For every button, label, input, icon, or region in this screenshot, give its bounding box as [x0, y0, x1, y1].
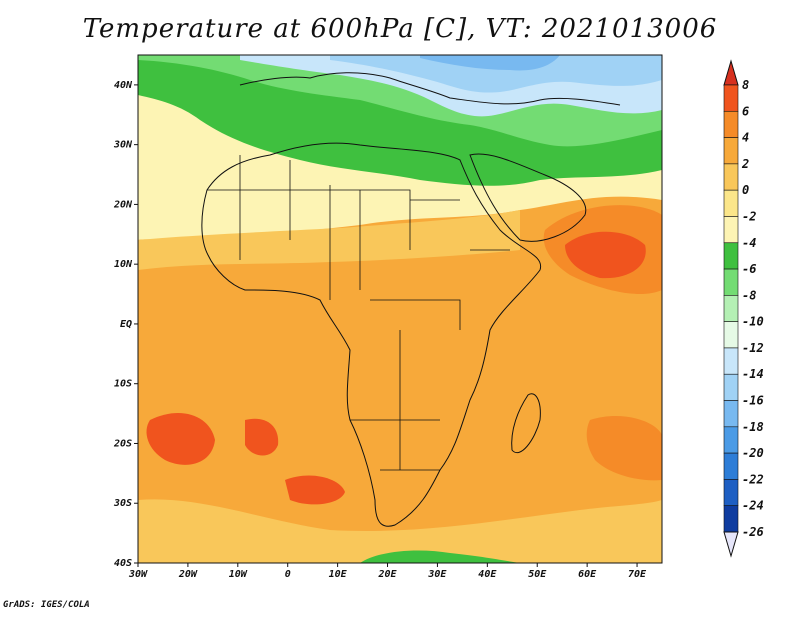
colorbar-label: -2 [742, 209, 756, 223]
colorbar-label: 4 [742, 131, 749, 145]
colorbar-box [723, 452, 739, 480]
colorbar-label: -20 [742, 446, 764, 460]
colorbar-label: -18 [742, 420, 764, 434]
africa-coastline [201, 142, 542, 527]
colorbar-box [723, 84, 739, 112]
colorbar-box [723, 373, 739, 401]
lat-tick-label: 40S [114, 558, 132, 569]
field-cold-blue-2 [330, 55, 662, 93]
colorbar-label: -22 [742, 472, 764, 486]
colorbar-label: -12 [742, 341, 764, 355]
lon-tick-label: 20E [377, 569, 397, 580]
colorbar-label: 2 [741, 157, 749, 171]
colorbar-box [723, 110, 739, 138]
colorbar-label: -4 [742, 236, 756, 250]
lon-tick-label: 40E [478, 569, 497, 580]
field-band-north-yellow [138, 210, 520, 270]
lat-tick-label: 30S [113, 498, 132, 509]
lon-tick-label: 0 [285, 569, 291, 580]
colorbar-label: -10 [742, 315, 764, 329]
arabia [469, 153, 587, 242]
map-frame [137, 54, 663, 564]
axis-ticks: 30W 20W 10W 0 10E 20E 30E 40E 50E 60E 70E 40N 30N 20N… [113, 80, 647, 580]
field-hot-se [586, 415, 662, 481]
field-hot-sw2 [245, 418, 279, 456]
lat-tick-label: EQ [120, 319, 132, 330]
colorbar-label: -8 [742, 288, 756, 302]
lon-tick-label: 10E [329, 569, 348, 580]
field-band-south-pale [138, 499, 662, 563]
colorbar-box [723, 321, 739, 349]
colorbar-label: -14 [742, 367, 764, 381]
lat-tick-label: 10S [114, 379, 132, 390]
colorbar-box [723, 163, 739, 191]
lat-tick-label: 20S [113, 438, 132, 449]
borders [207, 155, 510, 471]
colorbar-box [723, 216, 739, 244]
colorbar-box [723, 479, 739, 507]
colorbar-max-arrow [723, 59, 739, 86]
lon-tick-label: 50E [528, 569, 547, 580]
lon-tick-label: 10W [229, 569, 248, 580]
colorbar-label: -16 [742, 394, 764, 408]
colorbar-box [723, 426, 739, 454]
lon-tick-label: 70E [628, 569, 647, 580]
map-title: Temperature at 600hPa [C], VT: 202101300… [82, 14, 718, 44]
colorbar-box [723, 268, 739, 296]
lon-tick-label: 30W [128, 569, 148, 580]
colorbar-box [723, 295, 739, 322]
colorbar-box [723, 189, 739, 217]
lon-tick-label: 20W [178, 569, 198, 580]
lat-tick-label: 40N [114, 80, 133, 91]
field-hot-s [285, 475, 345, 505]
field-band-south-green [360, 550, 520, 563]
colorbar-label: -6 [742, 262, 756, 276]
colorbar-box [723, 137, 739, 165]
colorbar-box [723, 347, 739, 375]
europe-coast [239, 72, 621, 106]
colorbar-label: 0 [742, 183, 749, 197]
colorbar-label: -26 [742, 525, 764, 539]
colorbar-box [723, 505, 739, 533]
lat-tick-label: 30N [113, 140, 133, 151]
colorbar-label: 8 [742, 78, 749, 92]
field-hot-sw [146, 412, 215, 465]
field-cold-blue-3 [420, 55, 560, 71]
colorbar-label: 6 [742, 104, 749, 118]
field-hot-east-core [565, 231, 646, 279]
madagascar [511, 393, 541, 453]
footer-credit: GrADS: IGES/COLA [3, 600, 90, 610]
lon-tick-label: 30E [427, 569, 447, 580]
colorbar-box [723, 242, 739, 270]
colorbar-min-arrow [723, 531, 739, 558]
lon-tick-label: 60E [578, 569, 597, 580]
colorbar-box [723, 400, 739, 428]
lat-tick-label: 10N [114, 259, 133, 270]
colorbar-label: -24 [742, 499, 764, 513]
lat-tick-label: 20N [113, 199, 133, 210]
